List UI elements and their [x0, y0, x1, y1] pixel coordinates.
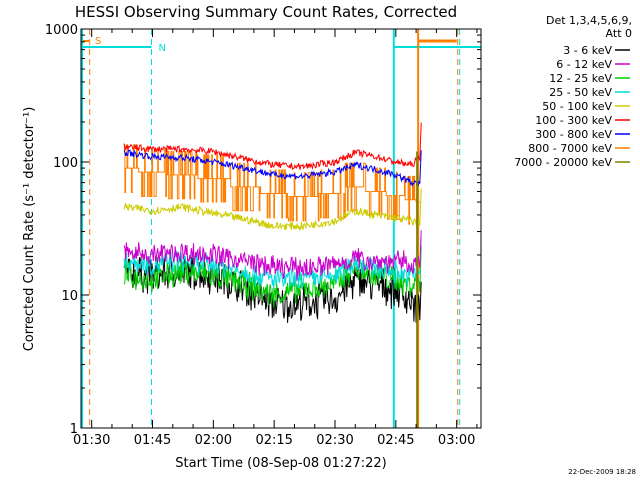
timestamp: 22-Dec-2009 18:28	[568, 468, 636, 476]
legend-entry-label: 50 - 100 keV	[542, 100, 612, 113]
series-line-3-6-kev-kev	[123, 256, 422, 323]
legend-header-line1: Det 1,3,4,5,6,9,	[546, 14, 632, 27]
x-tick-label: 02:30	[316, 433, 353, 448]
night-marker-label: N	[159, 43, 166, 54]
y-tick-label: 10	[61, 289, 78, 304]
series-line-800-7000-kev-kev	[124, 144, 420, 227]
series-line-6-12-kev-kev	[123, 230, 422, 281]
x-tick-label: 02:45	[377, 433, 414, 448]
series-line-300-800-kev-kev	[123, 149, 422, 188]
series-line-12-25-kev-kev	[123, 245, 422, 308]
legend-entry-label: 800 - 7000 keV	[528, 142, 612, 155]
series-line-25-50-kev-kev	[123, 237, 422, 290]
x-tick-label: 01:45	[134, 433, 171, 448]
plot-frame	[80, 28, 482, 429]
plot-area	[80, 28, 482, 429]
series-line-50-100-kev-kev	[123, 188, 422, 231]
legend-entry-label: 6 - 12 keV	[556, 58, 612, 71]
legend-entry-label: 100 - 300 keV	[535, 114, 612, 127]
x-tick-label: 02:00	[195, 433, 232, 448]
saa-marker-label: S	[95, 36, 101, 47]
legend-entry-label: 300 - 800 keV	[535, 128, 612, 141]
y-tick-label: 100	[53, 156, 78, 171]
chart-title: HESSI Observing Summary Count Rates, Cor…	[75, 3, 457, 21]
x-tick-label: 02:15	[255, 433, 292, 448]
legend-entry-label: 12 - 25 keV	[549, 72, 612, 85]
legend-entry-label: 3 - 6 keV	[563, 44, 612, 57]
y-axis-label: Corrected Count Rate (s⁻¹ detector⁻¹)	[22, 107, 37, 352]
y-tick-label: 1000	[45, 23, 78, 38]
x-tick-label: 03:00	[438, 433, 475, 448]
x-axis-label: Start Time (08-Sep-08 01:27:22)	[175, 456, 386, 471]
y-tick-label: 1	[70, 422, 78, 437]
legend-entry-label: 25 - 50 keV	[549, 86, 612, 99]
series-line-100-300-kev-kev	[123, 122, 422, 171]
x-tick-label: 01:30	[73, 433, 110, 448]
legend-header-line2: Att 0	[606, 27, 632, 40]
legend-entry-label: 7000 - 20000 keV	[514, 156, 612, 169]
